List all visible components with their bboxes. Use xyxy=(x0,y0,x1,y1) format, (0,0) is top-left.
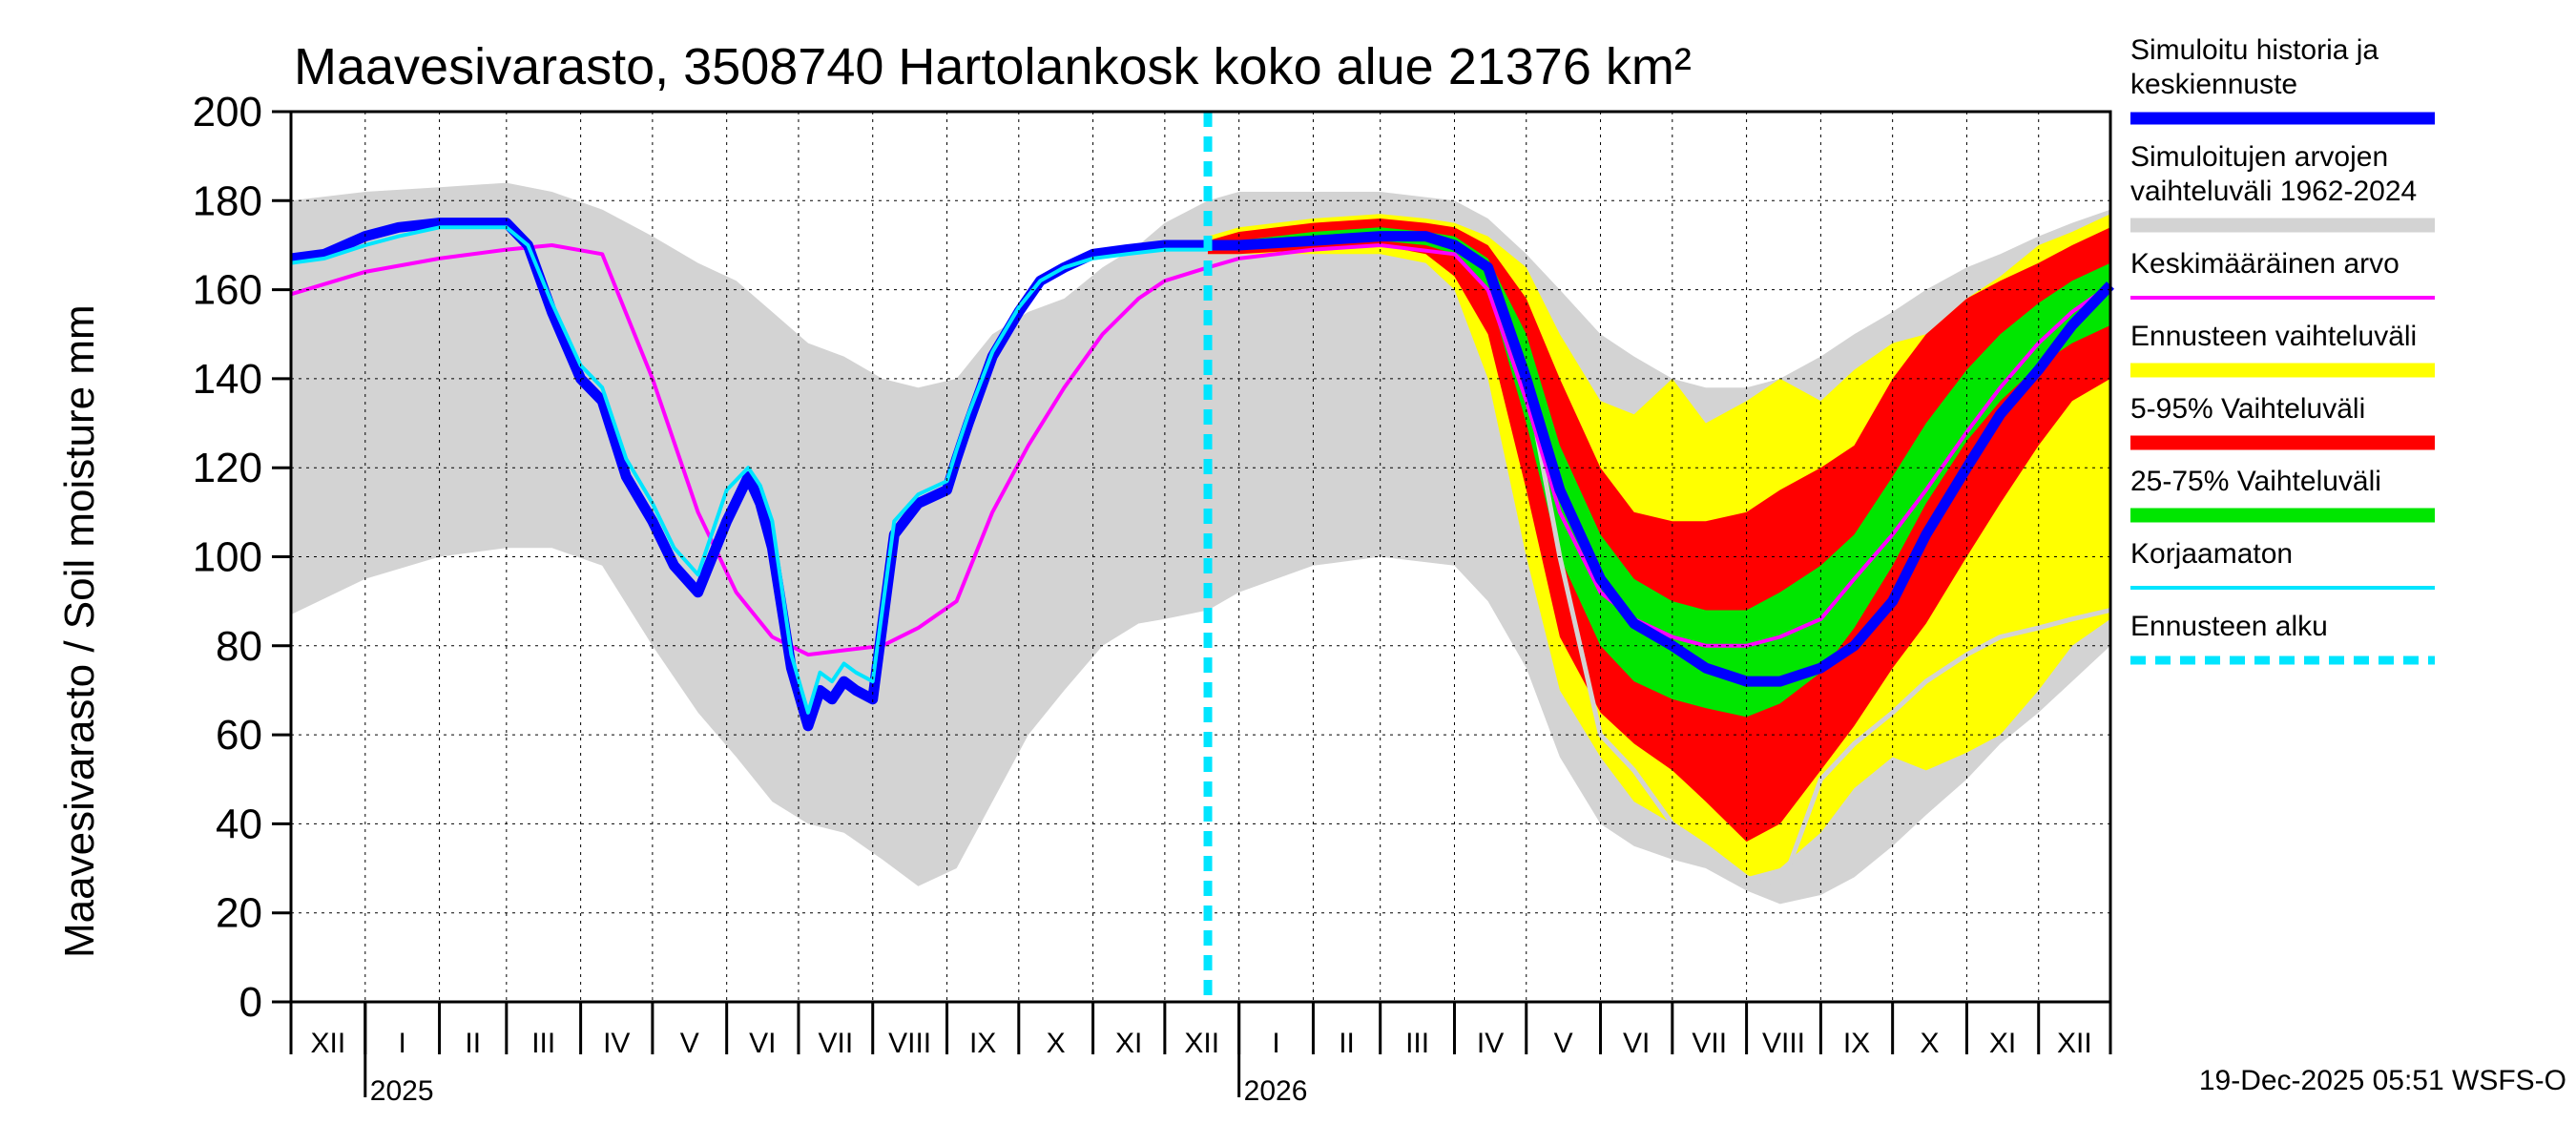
legend-label: Keskimääräinen arvo xyxy=(2130,248,2399,280)
month-label: VI xyxy=(749,1028,776,1059)
y-tick-label: 60 xyxy=(216,712,262,759)
month-label: XI xyxy=(1989,1028,2016,1059)
band-p25_75 xyxy=(1208,227,2110,718)
month-label: IX xyxy=(1843,1028,1870,1059)
year-label: 2026 xyxy=(1244,1075,1308,1107)
plot-lines xyxy=(290,218,2114,893)
month-label: X xyxy=(1921,1028,1940,1059)
line-uncorrected xyxy=(290,225,1208,715)
month-label: II xyxy=(465,1028,481,1059)
timestamp-footer: 19-Dec-2025 05:51 WSFS-O xyxy=(2199,1065,2566,1096)
y-tick-label: 20 xyxy=(216,890,262,937)
y-tick-label: 80 xyxy=(216,623,262,670)
month-label: XI xyxy=(1115,1028,1142,1059)
y-tick-label: 180 xyxy=(193,177,262,224)
month-label: I xyxy=(1272,1028,1279,1059)
legend-label: Simuloitu historia ja keskiennuste xyxy=(2130,34,2379,100)
chart-title: Maavesivarasto, 3508740 Hartolankosk kok… xyxy=(294,38,1692,95)
month-label: VIII xyxy=(888,1028,931,1059)
y-axis-label: Maavesivarasto / Soil moisture mm xyxy=(56,304,103,958)
month-label: VII xyxy=(819,1028,854,1059)
line-mean xyxy=(290,243,2112,657)
y-tick-label: 140 xyxy=(193,356,262,403)
month-label: IX xyxy=(969,1028,996,1059)
legend: Simuloitu historia ja keskiennuste Simuloi… xyxy=(2130,34,2435,665)
month-label: IV xyxy=(1477,1028,1504,1059)
month-label: XII xyxy=(1184,1028,1219,1059)
month-label: VII xyxy=(1692,1028,1727,1059)
x-axis: XII I II III IV V VI VII VIII IX X XI XII I II III IV V VI… xyxy=(289,1002,2112,1107)
y-tick-label: 100 xyxy=(193,534,262,581)
y-axis: 0 20 40 60 80 100 120 140 160 180 200 xyxy=(193,89,291,1026)
month-label: V xyxy=(1554,1028,1573,1059)
legend-label: Korjaamaton xyxy=(2130,538,2293,570)
month-label: XII xyxy=(311,1028,346,1059)
month-label: IV xyxy=(603,1028,630,1059)
legend-label: Simuloitujen arvojen vaihteluväli 1962-20… xyxy=(2130,141,2417,207)
legend-label: 25-75% Vaihteluväli xyxy=(2130,466,2381,497)
month-label: VI xyxy=(1623,1028,1650,1059)
year-label: 2025 xyxy=(370,1075,434,1107)
month-label: III xyxy=(1405,1028,1429,1059)
month-label: XII xyxy=(2057,1028,2092,1059)
month-label: III xyxy=(531,1028,555,1059)
month-label: X xyxy=(1047,1028,1066,1059)
y-tick-label: 120 xyxy=(193,445,262,491)
line-history_min xyxy=(1485,266,2111,893)
legend-label: Ennusteen alku xyxy=(2130,611,2328,642)
legend-label: Ennusteen vaihteluväli xyxy=(2130,321,2417,352)
month-label: I xyxy=(399,1028,406,1059)
legend-label: 5-95% Vaihteluväli xyxy=(2130,393,2365,425)
y-tick-label: 0 xyxy=(239,979,262,1026)
y-tick-label: 160 xyxy=(193,267,262,314)
band-p5_95 xyxy=(1208,219,2110,843)
month-label: II xyxy=(1339,1028,1355,1059)
y-tick-label: 200 xyxy=(193,89,262,135)
plot-bands xyxy=(291,182,2110,905)
y-tick-label: 40 xyxy=(216,801,262,847)
month-label: V xyxy=(680,1028,699,1059)
month-label: VIII xyxy=(1762,1028,1805,1059)
